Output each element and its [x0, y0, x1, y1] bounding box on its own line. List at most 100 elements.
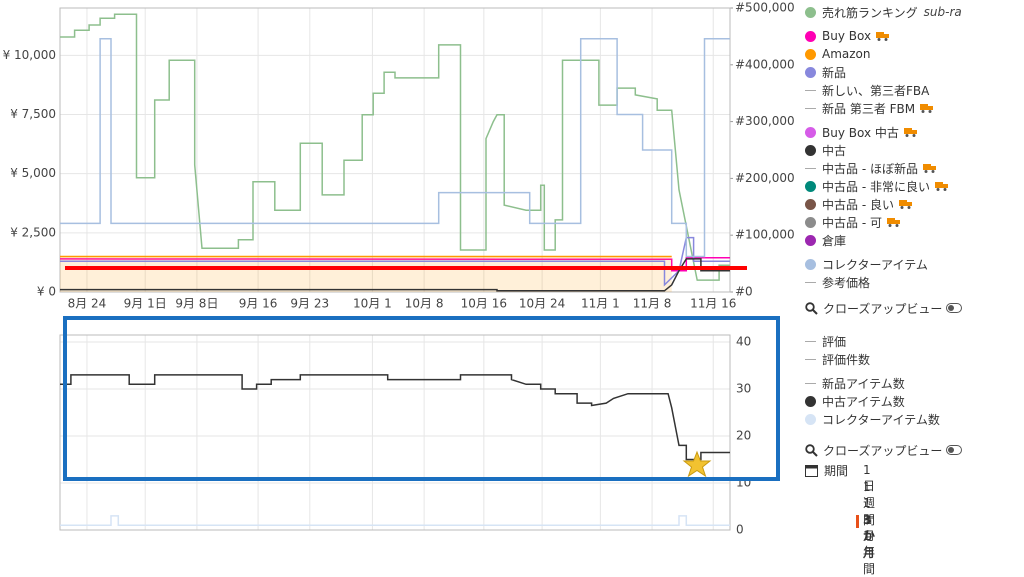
truck-wheel	[931, 170, 935, 173]
star-icon	[682, 450, 712, 478]
handle	[812, 308, 818, 315]
truck-cab	[884, 34, 890, 38]
legend-label: 新しい、第三者FBA	[822, 83, 930, 98]
page: 8月 24 9月 1日 9月 8日 9月 16 9月 23 10月 1 10月 8 10月 1…	[2, 0, 963, 576]
legend-marker	[805, 89, 816, 91]
y2-tick-label: #500,000	[735, 1, 795, 15]
truck-cab	[942, 184, 948, 188]
period-label-row: 期間	[805, 462, 848, 478]
series-area	[60, 256, 672, 292]
legend-item: 中古品 - 非常に良い	[805, 178, 949, 194]
truck-body	[934, 182, 943, 188]
legend-item: 新品	[805, 64, 846, 80]
truck-cab	[911, 130, 917, 134]
series-line	[60, 13, 730, 281]
period-label: 期間	[824, 463, 849, 478]
y-tick-label: 0	[736, 523, 744, 537]
legend-label: 評価	[822, 334, 847, 349]
truck-cab	[906, 202, 912, 206]
legend-label: 中古品 - 可	[822, 215, 882, 230]
legend-marker	[805, 6, 816, 18]
legend-label: 中古品 - 非常に良い	[822, 179, 930, 194]
truck-icon	[934, 182, 948, 191]
legend-marker	[805, 126, 816, 138]
legend-item: 新しい、第三者FBA	[805, 82, 929, 98]
legend-item: 参考価格	[805, 274, 870, 290]
legend-marker	[805, 281, 816, 283]
legend-marker	[805, 144, 816, 156]
legend-item: 中古品 - 良い	[805, 196, 913, 212]
calendar-icon	[805, 464, 818, 477]
x-tick-label: 9月 23	[290, 297, 329, 311]
legend-marker	[805, 66, 816, 78]
legend-item: 評価	[805, 333, 846, 349]
closeup-toggle: クローズアップビュー	[805, 300, 963, 316]
y-tick-label: ¥ 7,500	[10, 107, 56, 121]
legend-item: 新品 第三者 FBM	[805, 100, 934, 116]
legend-item: 中古品 - ほぼ新品	[805, 160, 937, 176]
legend-label: コレクターアイテム	[822, 257, 928, 272]
period-option[interactable]: 1ヶ月	[863, 496, 876, 543]
period-option[interactable]: 1年間	[863, 529, 876, 576]
legend-label: 中古	[822, 143, 847, 158]
legend-item: Buy Box	[805, 28, 890, 44]
truck-body	[903, 128, 912, 134]
legend-item: 評価件数	[805, 351, 870, 367]
y-tick-label: 30	[736, 382, 751, 396]
series-line	[60, 374, 730, 461]
toggle-knob	[948, 305, 955, 311]
legend-item: コレクターアイテム数	[805, 411, 940, 427]
truck-wheel	[928, 110, 932, 113]
y-tick-label: ¥ 5,000	[10, 166, 56, 180]
legend-marker	[805, 48, 816, 60]
x-tick-label: 9月 16	[239, 297, 278, 311]
y2-tick-label: #200,000	[735, 171, 795, 185]
truck-body	[898, 200, 907, 206]
plot-frame	[59, 334, 731, 531]
toggle-knob	[948, 447, 955, 453]
truck-wheel	[888, 224, 892, 227]
truck-icon	[876, 32, 890, 41]
legend-item: コレクターアイテム	[805, 256, 928, 272]
legend-item: 中古	[805, 142, 846, 158]
series-line	[60, 236, 730, 287]
x-tick-label: 11月 8	[633, 297, 672, 311]
legend-label: Buy Box 中古	[822, 125, 899, 140]
period-option[interactable]: 1週間	[863, 479, 876, 527]
legend-label: 新品 第三者 FBM	[822, 101, 916, 116]
legend-item: 中古アイテム数	[805, 393, 905, 409]
x-tick-label: 10月 1	[353, 297, 392, 311]
legend-item: Buy Box 中古	[805, 124, 918, 140]
y2-tick-label: #0	[735, 285, 753, 299]
truck-body	[886, 218, 895, 224]
x-tick-label: 9月 8日	[175, 297, 218, 311]
period-option[interactable]: 1日	[863, 463, 876, 493]
y-tick-label: 40	[736, 335, 751, 349]
legend-marker	[805, 107, 816, 109]
x-tick-label: 11月 1	[581, 297, 620, 311]
legend-label: 新品アイテム数	[822, 376, 905, 391]
legend-item: 売れ筋ランキング sub-ra	[805, 4, 962, 20]
y-tick-label: ¥ 0	[37, 285, 56, 299]
legend-label: 倉庫	[822, 233, 847, 248]
toggle	[946, 303, 963, 313]
truck-wheel	[924, 170, 928, 173]
annotation-box	[63, 316, 780, 481]
series-line	[60, 38, 730, 258]
lens	[805, 301, 815, 312]
y2-tick-label: #100,000	[735, 228, 795, 242]
legend-marker	[805, 234, 816, 246]
truck-body	[876, 32, 885, 38]
truck-cab	[930, 166, 936, 170]
legend-label: Buy Box	[822, 29, 872, 43]
y-tick-label: 20	[736, 429, 751, 443]
series-line	[60, 258, 730, 292]
x-tick-label: 10月 24	[519, 297, 565, 311]
x-tick-label: 10月 8	[405, 297, 444, 311]
legend-label: Amazon	[822, 47, 871, 61]
legend-marker	[805, 340, 816, 342]
closeup-label: クローズアップビュー	[823, 443, 943, 458]
legend-label: 中古アイテム数	[822, 394, 905, 409]
truck-cab	[928, 106, 934, 110]
